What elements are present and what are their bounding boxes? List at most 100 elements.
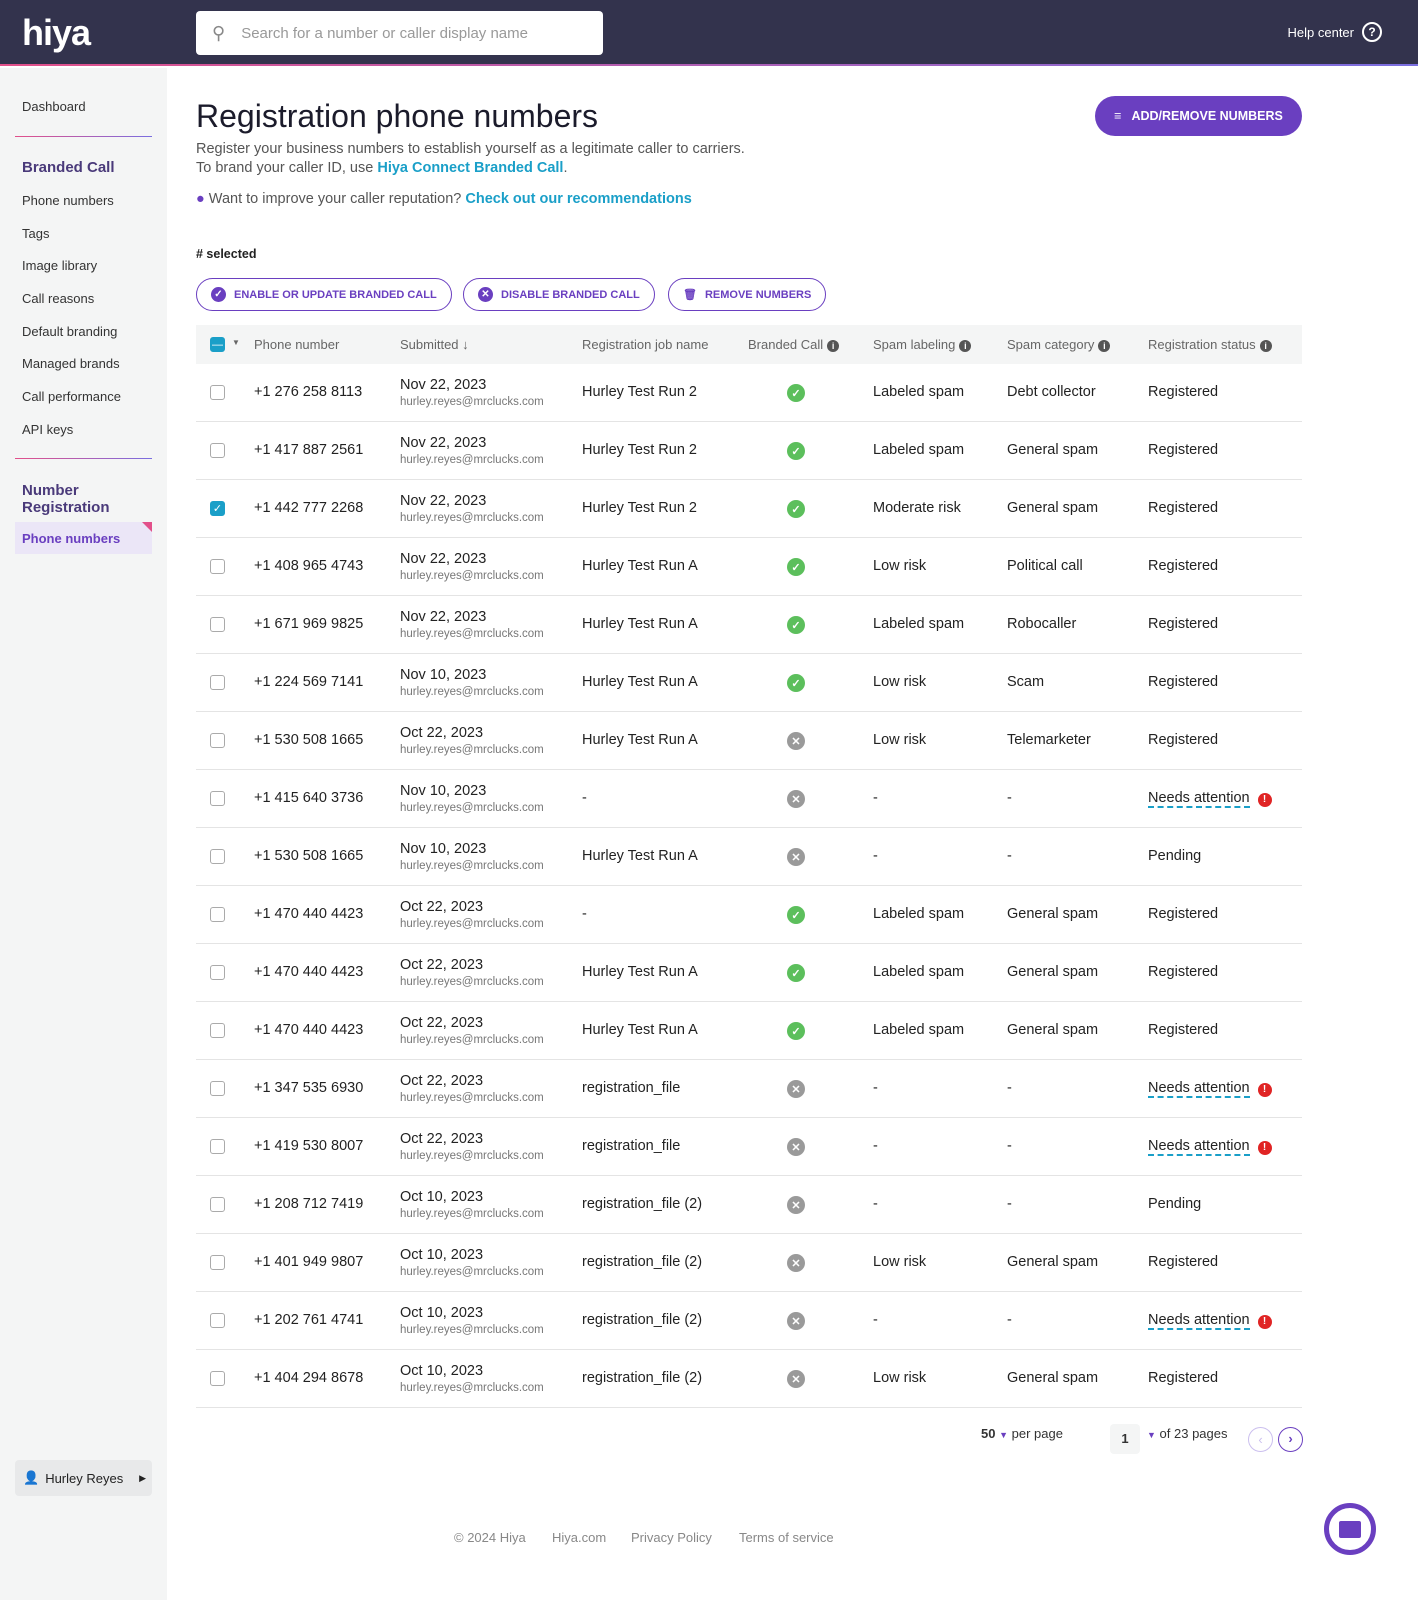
caret-down-icon[interactable]: ▼ <box>232 338 240 347</box>
row-checkbox[interactable] <box>210 965 225 980</box>
user-menu[interactable]: 👤 Hurley Reyes ▶ <box>15 1460 152 1496</box>
check-circle-icon: ✓ <box>787 442 805 460</box>
check-circle-icon: ✓ <box>787 384 805 402</box>
submitter-email: hurley.reyes@mrclucks.com <box>400 512 544 524</box>
hiya-logo[interactable]: hiya <box>22 12 91 53</box>
status-link[interactable]: Needs attention <box>1148 1312 1250 1330</box>
arrow-down-icon: ↓ <box>462 337 469 352</box>
table-row[interactable]: +1 470 440 4423 Oct 22, 2023 hurley.reye… <box>196 944 1302 1002</box>
row-checkbox[interactable]: ✓ <box>210 501 225 516</box>
row-checkbox[interactable] <box>210 1255 225 1270</box>
table-row[interactable]: +1 419 530 8007 Oct 22, 2023 hurley.reye… <box>196 1118 1302 1176</box>
table-row[interactable]: +1 202 761 4741 Oct 10, 2023 hurley.reye… <box>196 1292 1302 1350</box>
job-name: registration_file (2) <box>582 1370 703 1386</box>
row-checkbox[interactable] <box>210 1197 225 1212</box>
table-row[interactable]: +1 276 258 8113 Nov 22, 2023 hurley.reye… <box>196 364 1302 422</box>
caret-down-icon: ▼ <box>1147 1430 1156 1440</box>
row-checkbox[interactable] <box>210 559 225 574</box>
row-checkbox[interactable] <box>210 1371 225 1386</box>
hiya-link[interactable]: Hiya.com <box>552 1530 607 1545</box>
table-row[interactable]: +1 224 569 7141 Nov 10, 2023 hurley.reye… <box>196 654 1302 712</box>
table-row[interactable]: +1 530 508 1665 Nov 10, 2023 hurley.reye… <box>196 828 1302 886</box>
status-link[interactable]: Needs attention <box>1148 1080 1250 1098</box>
add-remove-numbers-button[interactable]: ≡ ADD/REMOVE NUMBERS <box>1095 96 1302 136</box>
spam-labeling: - <box>873 1312 878 1328</box>
row-checkbox[interactable] <box>210 1313 225 1328</box>
status-cell[interactable]: Needs attention! <box>1148 1080 1272 1098</box>
check-circle-icon: ✓ <box>787 964 805 982</box>
job-name: Hurley Test Run 2 <box>582 500 697 516</box>
sidebar-item-image-library[interactable]: Image library <box>22 258 98 273</box>
status-cell[interactable]: Needs attention! <box>1148 1138 1272 1156</box>
per-page-select[interactable]: 50 ▼ per page <box>981 1426 1063 1441</box>
remove-numbers-button[interactable]: 🗑 REMOVE NUMBERS <box>668 278 827 311</box>
row-checkbox[interactable] <box>210 1139 225 1154</box>
sidebar-item-managed-brands[interactable]: Managed brands <box>22 356 120 371</box>
table-row[interactable]: +1 208 712 7419 Oct 10, 2023 hurley.reye… <box>196 1176 1302 1234</box>
row-checkbox[interactable] <box>210 1081 225 1096</box>
list-edit-icon: ≡ <box>1114 109 1122 123</box>
branded-call-link[interactable]: Hiya Connect Branded Call <box>377 160 564 176</box>
info-icon[interactable]: i <box>1259 340 1272 352</box>
chat-button[interactable] <box>1324 1503 1376 1555</box>
sidebar-item-dashboard[interactable]: Dashboard <box>22 99 86 114</box>
table-row[interactable]: +1 404 294 8678 Oct 10, 2023 hurley.reye… <box>196 1350 1302 1408</box>
next-page-button[interactable]: › <box>1278 1427 1303 1452</box>
status-cell[interactable]: Needs attention! <box>1148 1312 1272 1330</box>
reputation-tip: ● Want to improve your caller reputation… <box>196 191 692 207</box>
privacy-link[interactable]: Privacy Policy <box>631 1530 712 1545</box>
sidebar-item-default-branding[interactable]: Default branding <box>22 324 118 339</box>
page-select[interactable]: ▼ of 23 pages <box>1147 1426 1228 1441</box>
table-row[interactable]: +1 408 965 4743 Nov 22, 2023 hurley.reye… <box>196 538 1302 596</box>
info-icon[interactable]: i <box>827 340 840 352</box>
phone-number: +1 470 440 4423 <box>254 1022 364 1038</box>
row-checkbox[interactable] <box>210 385 225 400</box>
row-checkbox[interactable] <box>210 675 225 690</box>
row-checkbox[interactable] <box>210 849 225 864</box>
status-link[interactable]: Needs attention <box>1148 1138 1250 1156</box>
select-all-checkbox[interactable]: — <box>210 337 225 352</box>
table-row[interactable]: +1 530 508 1665 Oct 22, 2023 hurley.reye… <box>196 712 1302 770</box>
sidebar-item-tags[interactable]: Tags <box>22 226 50 241</box>
recommendations-link[interactable]: Check out our recommendations <box>465 191 692 207</box>
enable-branded-call-button[interactable]: ✓ ENABLE OR UPDATE BRANDED CALL <box>196 278 452 311</box>
row-checkbox[interactable] <box>210 733 225 748</box>
sidebar-item-registration-phone-numbers[interactable]: Phone numbers <box>15 522 152 554</box>
phone-number: +1 419 530 8007 <box>254 1138 364 1154</box>
page-input[interactable]: 1 <box>1110 1424 1140 1454</box>
table-row[interactable]: +1 417 887 2561 Nov 22, 2023 hurley.reye… <box>196 422 1302 480</box>
table-row[interactable]: +1 415 640 3736 Nov 10, 2023 hurley.reye… <box>196 770 1302 828</box>
row-checkbox[interactable] <box>210 907 225 922</box>
table-row[interactable]: +1 470 440 4423 Oct 22, 2023 hurley.reye… <box>196 886 1302 944</box>
row-checkbox[interactable] <box>210 617 225 632</box>
table-row[interactable]: +1 347 535 6930 Oct 22, 2023 hurley.reye… <box>196 1060 1302 1118</box>
col-label: Spam labeling <box>873 337 956 352</box>
submitter-email: hurley.reyes@mrclucks.com <box>400 686 544 698</box>
search-input[interactable]: ⚲ Search for a number or caller display … <box>196 11 603 55</box>
row-checkbox[interactable] <box>210 443 225 458</box>
spam-labeling: Low risk <box>873 674 927 690</box>
row-checkbox[interactable] <box>210 791 225 806</box>
sidebar-item-call-performance[interactable]: Call performance <box>22 389 121 404</box>
spam-category: Scam <box>1007 674 1045 690</box>
table-row[interactable]: +1 470 440 4423 Oct 22, 2023 hurley.reye… <box>196 1002 1302 1060</box>
spam-labeling: Low risk <box>873 1370 927 1386</box>
table-row[interactable]: +1 401 949 9807 Oct 10, 2023 hurley.reye… <box>196 1234 1302 1292</box>
disable-branded-call-button[interactable]: ✕ DISABLE BRANDED CALL <box>463 278 655 311</box>
col-submitted[interactable]: Submitted ↓ <box>400 337 469 352</box>
spam-labeling: Labeled spam <box>873 616 965 632</box>
table-row[interactable]: ✓ +1 442 777 2268 Nov 22, 2023 hurley.re… <box>196 480 1302 538</box>
table-row[interactable]: +1 671 969 9825 Nov 22, 2023 hurley.reye… <box>196 596 1302 654</box>
submitted-date: Oct 22, 2023 <box>400 1015 484 1031</box>
status-link[interactable]: Needs attention <box>1148 790 1250 808</box>
sidebar-item-call-reasons[interactable]: Call reasons <box>22 291 95 306</box>
status-cell[interactable]: Needs attention! <box>1148 790 1272 808</box>
sidebar-item-api-keys[interactable]: API keys <box>22 422 74 437</box>
row-checkbox[interactable] <box>210 1023 225 1038</box>
sidebar-item-phone-numbers[interactable]: Phone numbers <box>22 193 114 208</box>
info-icon[interactable]: i <box>959 340 972 352</box>
prev-page-button[interactable]: ‹ <box>1248 1427 1273 1452</box>
terms-link[interactable]: Terms of service <box>739 1530 834 1545</box>
info-icon[interactable]: i <box>1098 340 1111 352</box>
help-center-link[interactable]: Help center? <box>1288 22 1382 42</box>
